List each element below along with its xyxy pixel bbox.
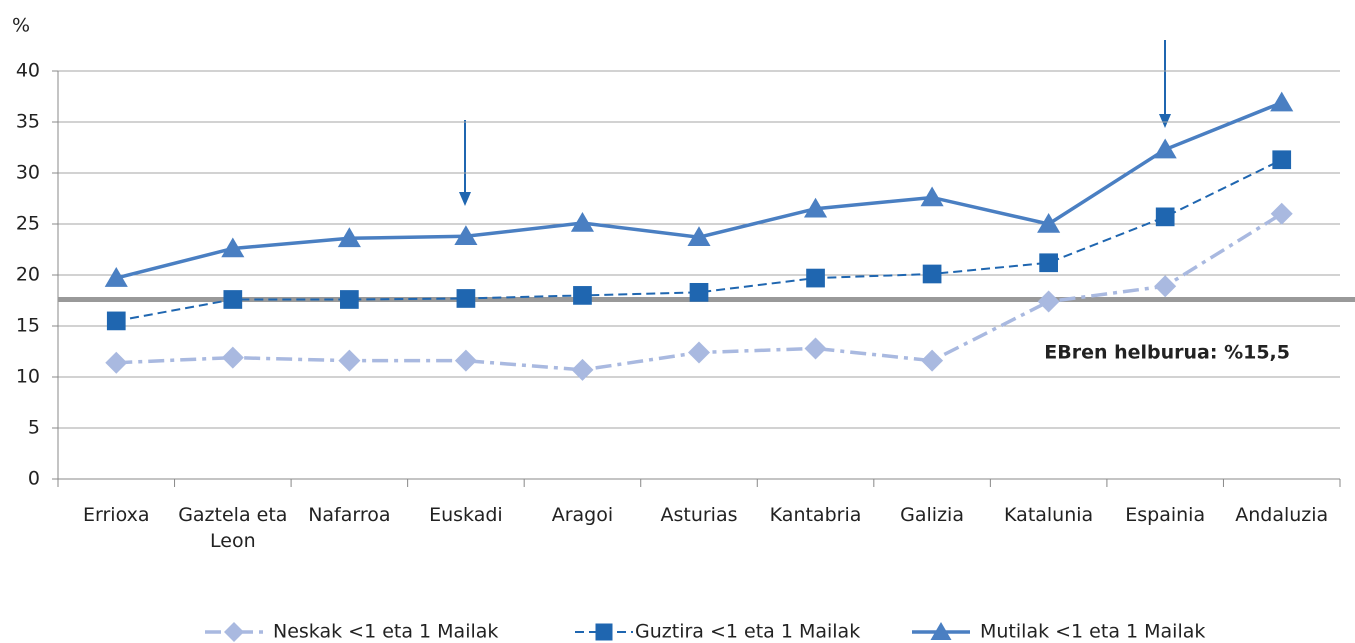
- marker: [1154, 275, 1177, 298]
- marker: [804, 337, 827, 360]
- y-tick-label: 40: [16, 60, 40, 82]
- x-tick-label: Errioxa: [83, 504, 150, 526]
- y-tick-label: 30: [16, 162, 40, 184]
- x-tick-label: Kantabria: [769, 504, 862, 526]
- y-tick-label: 0: [28, 468, 40, 490]
- x-tick-label: Asturias: [660, 504, 738, 526]
- marker: [689, 282, 709, 302]
- marker: [1037, 213, 1061, 233]
- series-line: [115, 100, 1283, 280]
- x-tick-label: Katalunia: [1004, 504, 1094, 526]
- x-tick-label: Gaztela eta Leon: [178, 504, 288, 552]
- y-tick-label: 15: [16, 315, 40, 337]
- y-tick-label: 35: [16, 111, 40, 133]
- marker: [104, 267, 128, 287]
- marker: [338, 349, 361, 372]
- x-tick-label: Euskadi: [429, 504, 503, 526]
- marker: [920, 186, 944, 207]
- x-tick-label: Espainia: [1125, 504, 1206, 526]
- marker: [688, 341, 710, 364]
- marker: [106, 311, 126, 331]
- arrow-head: [1159, 114, 1171, 128]
- marker: [803, 197, 828, 218]
- marker: [1270, 91, 1294, 112]
- marker: [221, 346, 244, 369]
- x-tick-label: Galizia: [900, 504, 964, 526]
- series-line: [116, 158, 1283, 322]
- marker: [221, 237, 245, 258]
- marker: [340, 290, 359, 309]
- legend-item: Guztira <1 eta 1 Mailak: [575, 621, 860, 643]
- x-tick-label: Nafarroa: [308, 504, 391, 526]
- legend-label: Mutilak <1 eta 1 Mailak: [980, 621, 1205, 643]
- marker: [573, 286, 592, 305]
- x-tick-label: Aragoi: [551, 504, 614, 526]
- marker: [1272, 150, 1292, 170]
- marker: [454, 349, 477, 372]
- legend-item: Neskak <1 eta 1 Mailak: [205, 621, 498, 643]
- marker: [1037, 290, 1060, 313]
- y-tick-label: 5: [28, 417, 40, 439]
- marker: [571, 358, 594, 381]
- reference-label: EBren helburua: %15,5: [1044, 342, 1290, 364]
- x-tick-label: Andaluzia: [1235, 504, 1329, 526]
- marker: [223, 290, 243, 309]
- legend-label: Neskak <1 eta 1 Mailak: [273, 621, 498, 643]
- arrow-head: [459, 192, 471, 206]
- marker: [1153, 138, 1177, 159]
- marker: [105, 351, 128, 374]
- marker: [922, 264, 942, 284]
- marker: [456, 289, 476, 308]
- y-tick-label: 20: [16, 264, 40, 286]
- marker: [224, 622, 244, 642]
- marker: [570, 211, 595, 232]
- marker: [806, 268, 825, 288]
- marker: [687, 226, 711, 247]
- y-axis-label: %: [12, 15, 30, 37]
- marker: [921, 349, 944, 372]
- legend-label: Guztira <1 eta 1 Mailak: [635, 621, 860, 643]
- marker: [337, 227, 361, 248]
- marker: [1039, 253, 1058, 273]
- marker: [1270, 202, 1293, 225]
- y-tick-label: 25: [16, 213, 40, 235]
- marker: [454, 225, 478, 246]
- legend-item: Mutilak <1 eta 1 Mailak: [912, 621, 1205, 643]
- annotation-arrows: [459, 40, 1171, 206]
- marker: [930, 622, 952, 640]
- y-tick-label: 10: [16, 366, 40, 388]
- marker: [1155, 207, 1175, 227]
- marker: [595, 623, 613, 641]
